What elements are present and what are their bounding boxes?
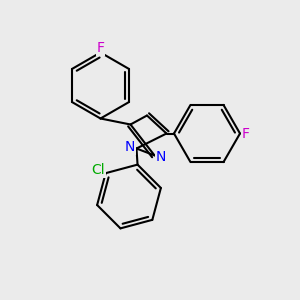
Text: N: N bbox=[156, 150, 166, 164]
Text: F: F bbox=[242, 127, 249, 140]
Text: Cl: Cl bbox=[92, 163, 105, 177]
Text: N: N bbox=[125, 140, 135, 154]
Text: F: F bbox=[97, 41, 104, 55]
